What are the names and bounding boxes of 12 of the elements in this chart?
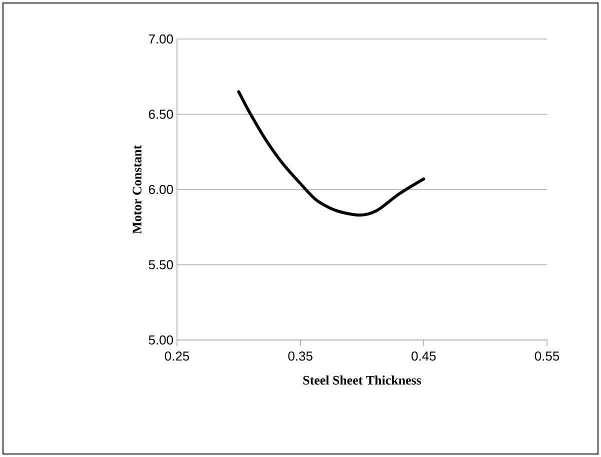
y-tick-label: 6.00 <box>148 184 173 194</box>
y-tick-label: 5.00 <box>148 335 173 345</box>
x-tick-label: 0.25 <box>164 352 190 361</box>
y-tick-label: 7.00 <box>148 34 173 44</box>
x-axis-title: Steel Sheet Thickness <box>303 376 422 385</box>
y-axis-title: Motor Constant <box>132 145 142 234</box>
y-tick-label: 6.50 <box>148 110 173 119</box>
x-tick-label: 0.35 <box>288 352 312 361</box>
x-tick-label: 0.45 <box>412 352 436 361</box>
y-tick-label: 5.50 <box>148 260 173 270</box>
x-tick-label: 0.55 <box>534 352 560 361</box>
line-series <box>237 90 426 217</box>
